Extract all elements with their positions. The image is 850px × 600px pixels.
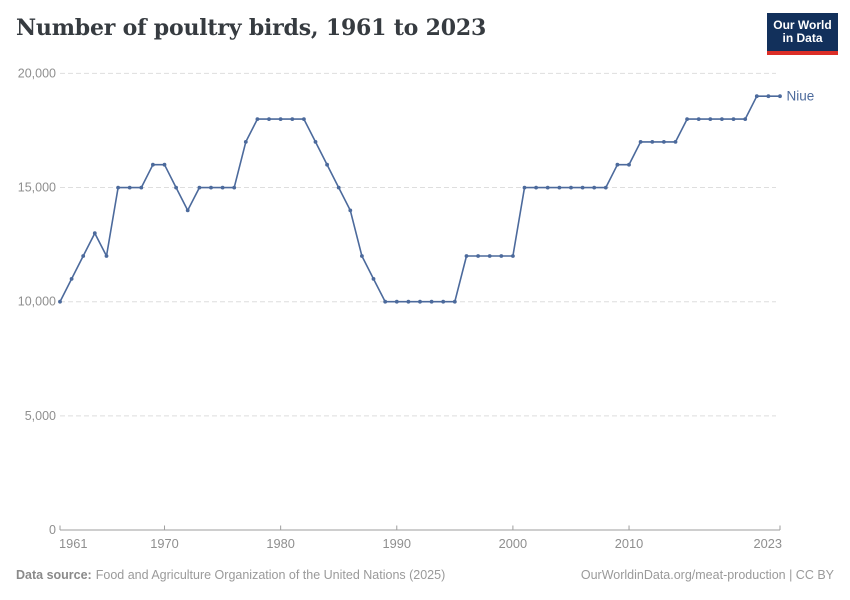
x-tick-label-1961: 1961	[59, 536, 87, 551]
y-tick-label-10000: 10,000	[18, 295, 56, 309]
y-tick-label-20000: 20,000	[18, 66, 56, 80]
credit-link[interactable]: OurWorldinData.org/meat-production | CC …	[580, 568, 834, 582]
x-tick-label-2023: 2023	[754, 536, 782, 551]
data-point-2012	[650, 140, 655, 144]
y-tick-label-5000: 5,000	[25, 409, 56, 423]
data-point-2001	[522, 185, 527, 190]
data-point-1975	[220, 185, 225, 190]
data-point-1998	[487, 254, 492, 258]
data-source-label: Data source:	[16, 568, 92, 582]
data-point-1981	[290, 117, 295, 121]
data-point-1997	[476, 254, 480, 258]
data-point-1977	[243, 140, 248, 144]
data-point-1974	[209, 185, 213, 190]
data-source-text: Food and Agriculture Organization of the…	[95, 568, 446, 582]
data-line-niue	[59, 95, 781, 303]
data-point-2023	[778, 94, 782, 99]
data-point-1972	[185, 208, 190, 213]
data-point-1961	[58, 299, 62, 304]
entity-label-niue[interactable]: Niue	[787, 89, 815, 104]
owid-logo-text: Our World in Data	[767, 13, 838, 51]
data-point-1993	[429, 299, 434, 304]
owid-logo: Our World in Data	[767, 13, 838, 55]
data-point-1979	[267, 117, 271, 121]
data-point-1996	[464, 254, 469, 258]
data-point-1987	[360, 254, 364, 258]
data-point-1983	[313, 140, 318, 144]
data-point-1976	[232, 185, 237, 190]
data-point-1988	[371, 277, 376, 281]
data-point-1985	[336, 185, 341, 190]
data-point-2002	[534, 185, 538, 190]
data-point-1973	[197, 185, 202, 190]
data-point-1992	[418, 299, 422, 304]
data-point-2022	[766, 94, 771, 99]
data-point-1967	[127, 185, 132, 190]
data-point-2020	[743, 117, 748, 121]
data-point-2017	[708, 117, 713, 121]
data-point-1995	[452, 299, 457, 304]
chart-footer: Data source: Food and Agriculture Organiz…	[16, 567, 834, 583]
data-point-2016	[696, 117, 701, 121]
data-point-1964	[92, 231, 97, 236]
data-point-1986	[348, 208, 353, 213]
x-tick-label-2000: 2000	[499, 536, 527, 551]
data-point-2005	[569, 185, 573, 190]
data-point-2003	[545, 185, 550, 190]
data-point-2011	[638, 140, 643, 144]
x-tick-label-1980: 1980	[266, 536, 294, 551]
data-point-2021	[754, 94, 759, 99]
data-point-2006	[580, 185, 585, 190]
x-tick-label-1990: 1990	[383, 536, 411, 551]
data-point-2008	[603, 185, 608, 190]
data-point-2007	[592, 185, 597, 190]
data-point-1970	[162, 162, 167, 167]
data-source-note: Data source: Food and Agriculture Organiz…	[16, 567, 445, 583]
data-point-2009	[615, 162, 620, 167]
data-point-1968	[139, 185, 144, 190]
data-point-2013	[662, 140, 666, 144]
data-point-1984	[325, 162, 329, 167]
owid-logo-accent-bar	[767, 51, 838, 55]
owid-logo-line2: in Data	[782, 31, 823, 45]
data-point-1965	[104, 254, 109, 258]
x-tick-label-1970: 1970	[150, 536, 178, 551]
data-point-1991	[406, 299, 411, 304]
x-tick-label-2010: 2010	[615, 536, 643, 551]
data-point-1989	[383, 299, 388, 304]
data-point-1999	[499, 254, 504, 258]
data-point-2004	[557, 185, 562, 190]
data-point-1982	[302, 117, 306, 121]
data-point-1962	[69, 277, 74, 281]
data-point-1994	[441, 299, 446, 304]
data-point-2010	[627, 162, 631, 167]
data-point-1980	[278, 117, 283, 121]
y-tick-label-0: 0	[49, 523, 56, 537]
data-point-2018	[720, 117, 724, 121]
y-tick-label-15000: 15,000	[18, 181, 56, 195]
data-point-1978	[255, 117, 260, 121]
data-point-2019	[731, 117, 736, 121]
data-point-2015	[685, 117, 689, 121]
data-point-1971	[174, 185, 179, 190]
owid-logo-line1: Our World	[773, 18, 832, 32]
page-title: Number of poultry birds, 1961 to 2023	[16, 15, 487, 41]
data-point-1966	[116, 185, 120, 190]
data-point-2014	[673, 140, 678, 144]
data-point-1969	[151, 162, 155, 167]
data-point-1990	[394, 299, 399, 304]
data-point-1963	[81, 254, 86, 258]
data-point-2000	[511, 254, 515, 258]
